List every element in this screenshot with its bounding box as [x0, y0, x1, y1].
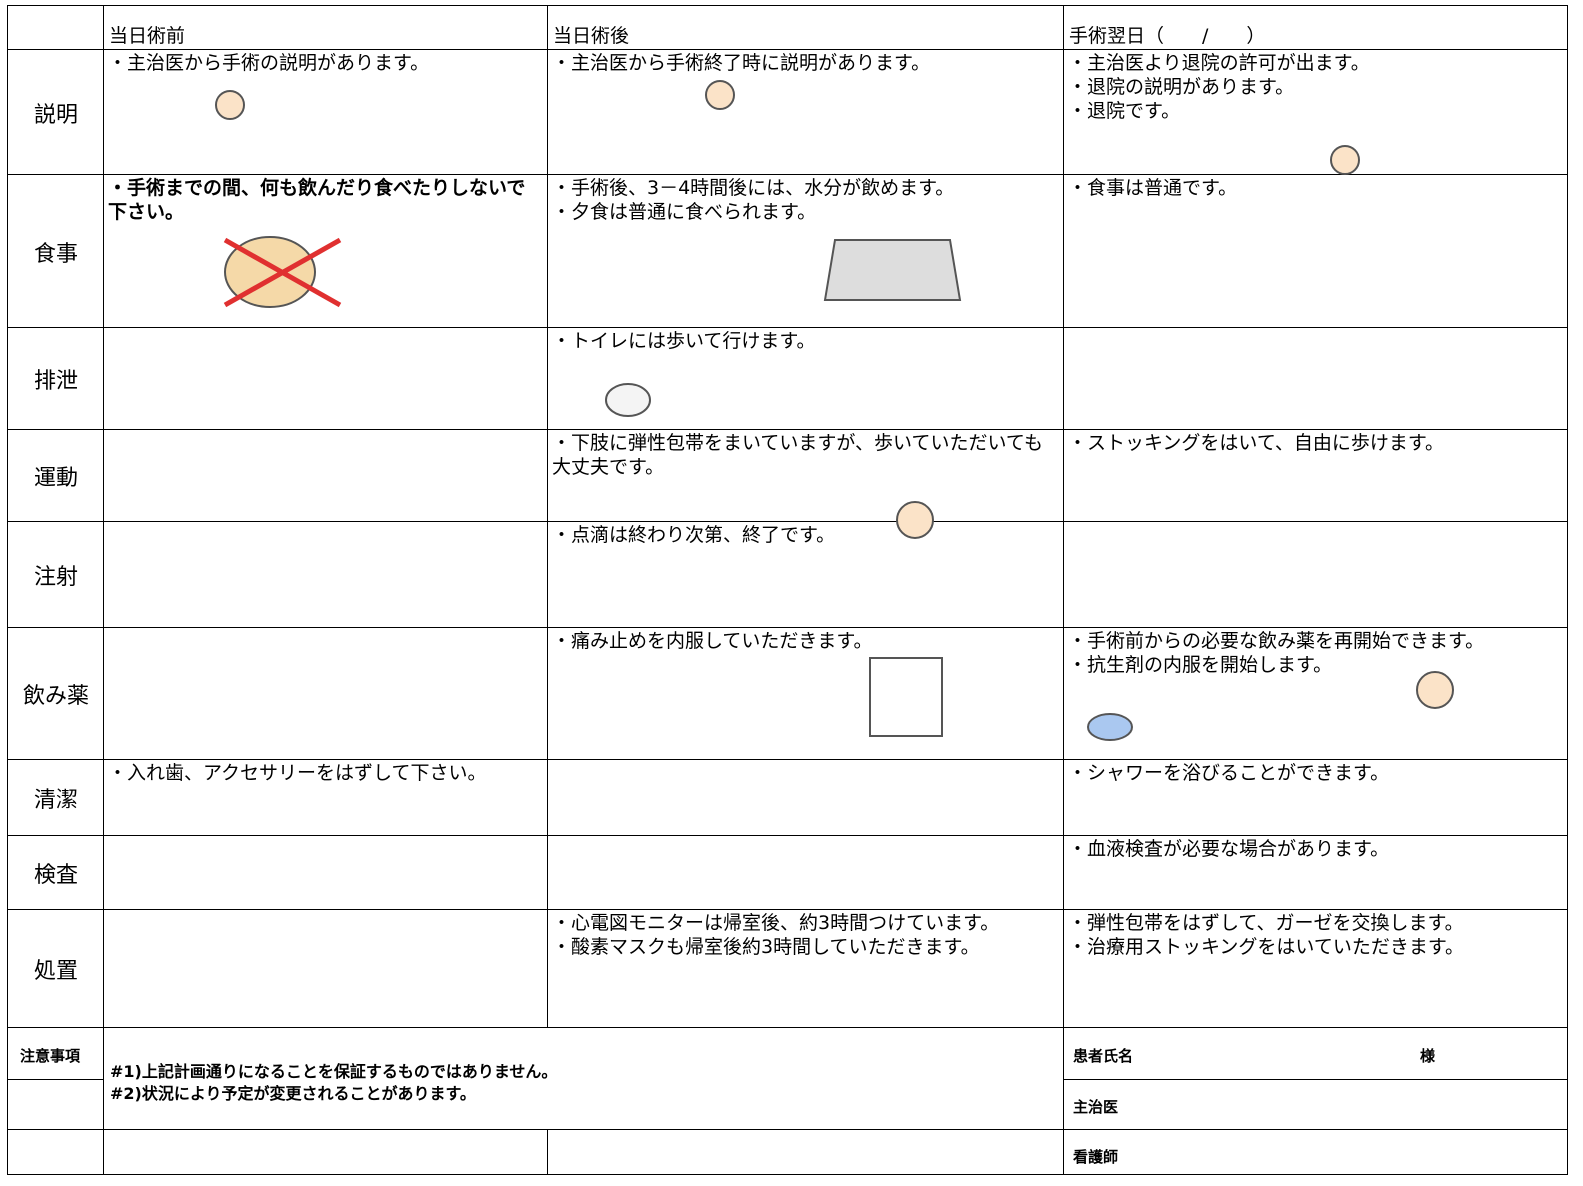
cell-text: ・主治医から手術の説明があります。: [108, 52, 430, 74]
cell-text: ・手術までの間、何も飲んだり食べたりしないで下さい。: [108, 177, 526, 223]
cell-text: ・夕食は普通に食べられます。: [552, 201, 817, 223]
nurse-label: 看護師: [1073, 1148, 1119, 1166]
cell: [1064, 1130, 1568, 1175]
cell: [1064, 430, 1568, 522]
row-label: 飲み薬: [22, 684, 89, 709]
cell-text: ・痛み止めを内服していただきます。: [552, 630, 873, 652]
notes-label: 注意事項: [20, 1047, 81, 1065]
cell: [1064, 50, 1568, 175]
cell: [8, 760, 104, 836]
cell-text: ・治療用ストッキングをはいていただきます。: [1068, 936, 1464, 958]
cell: [1064, 522, 1568, 628]
cell: [104, 50, 548, 175]
cell: [1064, 910, 1568, 1028]
cell-text: ・入れ歯、アクセサリーをはずして下さい。: [108, 762, 487, 784]
cell: [8, 430, 104, 522]
cell: [104, 836, 548, 910]
patient-label: 患者氏名: [1073, 1047, 1134, 1065]
row-label: 食事: [33, 241, 78, 267]
cell: [104, 910, 548, 1028]
cell: [1064, 1028, 1568, 1080]
cell: [8, 1130, 104, 1175]
cell-text: ・主治医から手術終了時に説明があります。: [552, 52, 931, 74]
row-label: 注射: [33, 565, 78, 590]
cell: [548, 760, 1064, 836]
cell-text: ・食事は普通です。: [1068, 177, 1238, 199]
cell: [8, 1028, 104, 1080]
cell: [104, 328, 548, 430]
cell: [8, 50, 104, 175]
column-header: 当日術前: [109, 25, 186, 47]
border: [8, 5, 1568, 6]
cell: [548, 522, 1064, 628]
row-label: 運動: [33, 466, 78, 491]
column-header: 手術翌日（ / ）: [1069, 25, 1266, 47]
note: #1)上記計画通りになることを保証するものではありません。: [110, 1062, 558, 1081]
cell: [1064, 1080, 1568, 1130]
cell-text: ・酸素マスクも帰室後約3時間していただきます。: [552, 936, 980, 958]
cell: [548, 50, 1064, 175]
cell: [1064, 628, 1568, 760]
cell-text: ・主治医より退院の許可が出ます。: [1068, 52, 1370, 74]
cell: [8, 328, 104, 430]
cell-text: ・抗生剤の内服を開始します。: [1068, 654, 1333, 676]
cell: [1064, 836, 1568, 910]
cell: [104, 522, 548, 628]
cell: [8, 910, 104, 1028]
cell: [548, 430, 1064, 522]
cell: [548, 836, 1064, 910]
cell-text: ・退院の説明があります。: [1068, 76, 1295, 98]
cell: [548, 1130, 1064, 1175]
cell-text: ・血液検査が必要な場合があります。: [1068, 838, 1390, 860]
cell: [548, 628, 1064, 760]
cell-text: ・点滴は終わり次第、終了です。: [552, 524, 836, 546]
cell: [8, 1080, 104, 1130]
doctor-label: 主治医: [1073, 1098, 1119, 1116]
cell: [104, 5, 548, 50]
cell: [8, 5, 104, 50]
cell: [548, 910, 1064, 1028]
row-label: 排泄: [33, 369, 78, 394]
cell: [548, 328, 1064, 430]
cell-text: ・手術前からの必要な飲み薬を再開始できます。: [1068, 630, 1485, 652]
cell: [1064, 5, 1568, 50]
cell: [8, 836, 104, 910]
cell-text: ・下肢に弾性包帯をまいていますが、歩いていただいても大丈夫です。: [552, 432, 1043, 478]
cell: [104, 430, 548, 522]
cell: [8, 522, 104, 628]
cell-text: ・弾性包帯をはずして、ガーゼを交換します。: [1068, 912, 1464, 934]
row-label: 清潔: [33, 788, 78, 813]
cell-text: ・退院です。: [1068, 100, 1181, 122]
row-label: 検査: [33, 863, 78, 888]
cell-text: ・手術後、3－4時間後には、水分が飲めます。: [552, 177, 955, 199]
cell: [1064, 175, 1568, 328]
cell: [1064, 760, 1568, 836]
cell: [104, 1028, 1064, 1130]
cell-text: ・トイレには歩いて行けます。: [552, 330, 816, 352]
cell: [8, 175, 104, 328]
cell: [104, 760, 548, 836]
note: #2)状況により予定が変更されることがあります。: [110, 1084, 476, 1103]
cell: [104, 1130, 548, 1175]
cell: [548, 5, 1064, 50]
border: [7, 5, 8, 1175]
cell-text: ・ストッキングをはいて、自由に歩けます。: [1068, 432, 1445, 454]
cell-text: ・心電図モニターは帰室後、約3時間つけています。: [552, 912, 1000, 934]
cell: [8, 628, 104, 760]
cell: [104, 628, 548, 760]
cell-text: ・シャワーを浴びることができます。: [1068, 762, 1390, 784]
cell: [104, 175, 548, 328]
cell: [1064, 328, 1568, 430]
patient-suffix: 様: [1420, 1047, 1436, 1065]
row-label: 説明: [33, 102, 78, 128]
column-header: 当日術後: [553, 25, 630, 47]
cell: [548, 175, 1064, 328]
row-label: 処置: [33, 959, 78, 984]
